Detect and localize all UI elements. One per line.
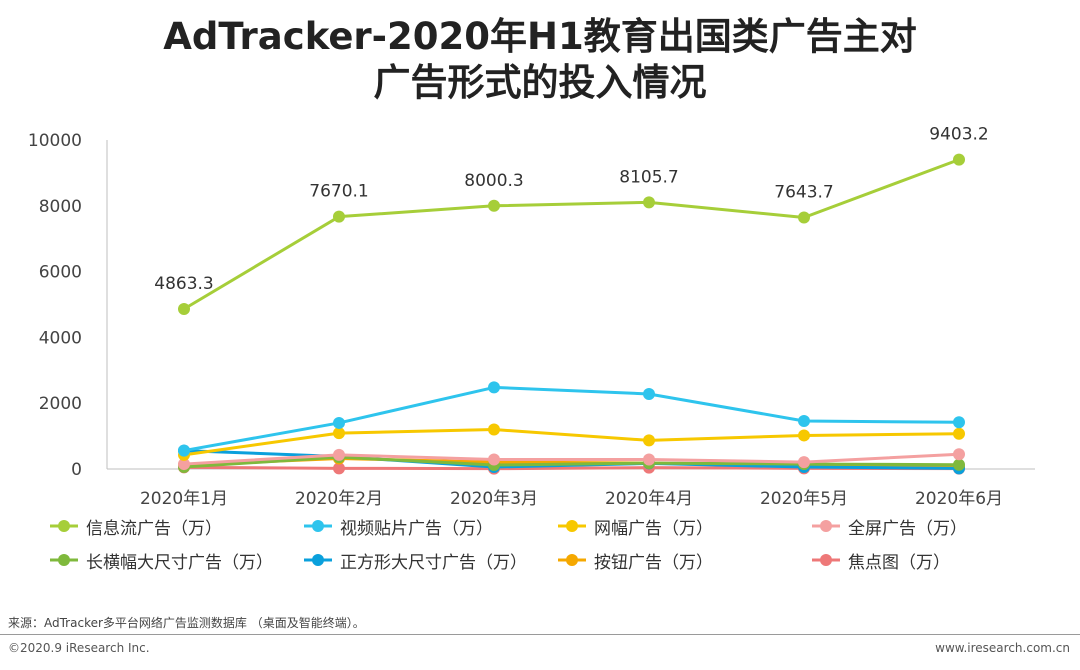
x-tick-label: 2020年6月 [915,489,1003,509]
data-point [333,416,345,429]
data-point [953,427,965,440]
website-url: www.iresearch.com.cn [935,641,1070,655]
legend-marker [558,520,586,532]
data-point [798,211,810,224]
data-point [488,381,500,394]
chart-legend: 信息流广告（万） 视频贴片广告（万） 网幅广告（万） 全屏广告（万） 长横幅大尺寸广告（… [50,514,1060,573]
legend-label: 网幅广告（万） [594,518,713,539]
data-point [953,416,965,429]
legend-marker [50,554,78,566]
data-label: 7670.1 [309,182,368,202]
data-point [333,462,345,475]
data-point [798,414,810,427]
legend-label: 长横幅大尺寸广告（万） [86,552,273,573]
y-tick-label: 2000 [39,394,82,414]
data-point [798,429,810,442]
legend-label: 焦点图（万） [848,552,950,573]
footer-divider [0,634,1080,635]
data-label: 8000.3 [464,171,523,191]
data-point [953,458,965,471]
legend-item: 视频贴片广告（万） [304,514,558,539]
data-point [178,444,190,457]
legend-item: 信息流广告（万） [50,514,304,539]
data-label: 7643.7 [774,183,833,203]
data-label: 8105.7 [619,167,678,187]
data-point [953,448,965,461]
data-point [643,434,655,447]
data-point [488,423,500,436]
legend-marker [812,554,840,566]
data-point [488,199,500,212]
y-tick-label: 0 [71,460,82,480]
legend-item: 焦点图（万） [812,548,1060,573]
series-line [183,452,960,466]
series-line [183,158,960,311]
legend-label: 视频贴片广告（万） [340,518,493,539]
y-tick-label: 8000 [39,197,82,217]
data-point [333,210,345,223]
series-line [183,428,960,457]
data-point [643,453,655,466]
data-point [488,453,500,466]
legend-marker [50,520,78,532]
data-point [953,153,965,166]
legend-label: 信息流广告（万） [86,518,222,539]
chart-title: AdTracker-2020年H1教育出国类广告主对 广告形式的投入情况 [0,14,1080,106]
legend-item: 网幅广告（万） [558,514,812,539]
legend-label: 按钮广告（万） [594,552,713,573]
data-point [333,427,345,440]
y-tick-label: 4000 [39,328,82,348]
x-tick-label: 2020年1月 [140,489,228,509]
legend-marker [812,520,840,532]
x-tick-label: 2020年3月 [450,489,538,509]
legend-label: 正方形大尺寸广告（万） [340,552,527,573]
data-label: 4863.3 [154,274,213,294]
chart-title-line-1: AdTracker-2020年H1教育出国类广告主对 [163,15,917,58]
y-tick-label: 10000 [28,131,82,151]
x-tick-label: 2020年4月 [605,489,693,509]
data-point [178,302,190,315]
series-line [183,455,960,469]
source-note: 来源：AdTracker多平台网络广告监测数据库 （桌面及智能终端）。 [8,616,365,630]
legend-marker [304,554,332,566]
data-label: 9403.2 [929,125,988,145]
legend-item: 正方形大尺寸广告（万） [304,548,558,573]
legend-item: 按钮广告（万） [558,548,812,573]
legend-item: 全屏广告（万） [812,514,1060,539]
data-point [178,458,190,471]
legend-label: 全屏广告（万） [848,518,967,539]
chart-title-line-2: 广告形式的投入情况 [373,61,707,104]
data-point [798,456,810,469]
series-line [183,385,960,453]
x-tick-label: 2020年2月 [295,489,383,509]
legend-marker [304,520,332,532]
data-point [643,387,655,400]
copyright-text: ©2020.9 iResearch Inc. [8,641,150,655]
line-chart: 0 2000 4000 6000 8000 10000 2020年1月 2020年2月 2020… [28,125,1035,509]
legend-marker [558,554,586,566]
legend-item: 长横幅大尺寸广告（万） [50,548,304,573]
data-point [333,448,345,461]
y-tick-label: 6000 [39,263,82,283]
data-point [643,196,655,209]
x-tick-label: 2020年5月 [760,489,848,509]
